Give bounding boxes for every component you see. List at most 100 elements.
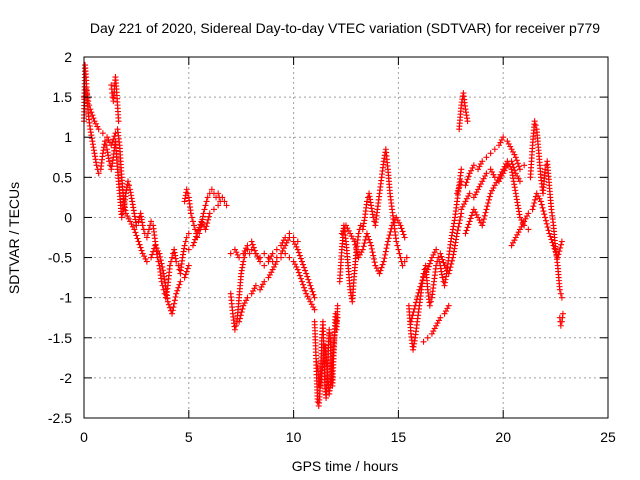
- data-point: [454, 190, 461, 197]
- data-point: [280, 245, 287, 252]
- data-point: [340, 227, 347, 234]
- data-point: [371, 259, 378, 266]
- data-point: [334, 302, 341, 309]
- data-point: [302, 267, 309, 274]
- data-point: [489, 168, 496, 175]
- data-point: [480, 219, 487, 226]
- data-point: [428, 330, 435, 337]
- data-point: [463, 179, 470, 186]
- y-tick-label: 2: [64, 49, 72, 65]
- data-point: [164, 298, 171, 305]
- data-point: [427, 257, 434, 264]
- data-point: [551, 245, 558, 252]
- data-point: [111, 133, 118, 140]
- data-point: [352, 241, 359, 248]
- data-point: [465, 193, 472, 200]
- data-point: [540, 208, 547, 215]
- data-point: [266, 271, 273, 278]
- data-point: [458, 166, 465, 173]
- series-seg1: [81, 62, 192, 301]
- data-point: [447, 264, 454, 271]
- data-point: [206, 210, 213, 217]
- y-axis-label: SDTVAR / TECUs: [6, 182, 22, 294]
- data-point: [150, 248, 157, 255]
- data-point: [546, 230, 553, 237]
- data-point: [403, 254, 410, 261]
- data-point: [535, 193, 542, 200]
- data-point: [208, 186, 215, 193]
- data-point: [175, 284, 182, 291]
- series-seg14: [407, 210, 465, 325]
- data-point: [388, 225, 395, 232]
- data-point: [387, 228, 394, 235]
- data-point: [227, 250, 234, 257]
- data-point: [99, 130, 106, 137]
- data-point: [425, 263, 432, 270]
- data-point: [508, 242, 515, 249]
- y-tick-label: -1.5: [48, 330, 72, 346]
- data-point: [90, 115, 97, 122]
- data-point: [269, 266, 276, 273]
- data-point: [236, 318, 243, 325]
- data-point: [401, 258, 408, 265]
- series-seg13: [405, 166, 465, 353]
- data-point: [157, 257, 164, 264]
- data-point: [424, 266, 431, 273]
- data-point: [201, 206, 208, 213]
- data-point: [174, 287, 181, 294]
- data-point: [363, 230, 370, 237]
- data-point: [461, 201, 468, 208]
- data-point: [476, 183, 483, 190]
- data-point: [192, 226, 199, 233]
- data-point: [514, 172, 521, 179]
- data-point: [530, 203, 537, 210]
- data-point: [332, 322, 339, 329]
- data-point: [412, 302, 419, 309]
- data-point: [394, 217, 401, 224]
- data-point: [232, 322, 239, 329]
- data-point: [278, 254, 285, 261]
- data-point: [504, 138, 511, 145]
- data-point: [381, 255, 388, 262]
- x-axis-label: GPS time / hours: [292, 458, 399, 474]
- data-point: [485, 196, 492, 203]
- data-point: [223, 202, 230, 209]
- data-point: [466, 218, 473, 225]
- data-point: [545, 227, 552, 234]
- data-point: [134, 235, 141, 242]
- data-point: [472, 191, 479, 198]
- data-point: [370, 252, 377, 259]
- data-point: [250, 287, 257, 294]
- data-point: [88, 109, 95, 116]
- data-point: [470, 162, 477, 169]
- data-point: [454, 230, 461, 237]
- data-point: [155, 247, 162, 254]
- data-point: [279, 239, 286, 246]
- data-point: [383, 245, 390, 252]
- x-tick-label: 0: [80, 429, 88, 445]
- data-point: [265, 274, 272, 281]
- data-point: [455, 187, 462, 194]
- data-point: [457, 213, 464, 220]
- data-point: [173, 290, 180, 297]
- data-point: [439, 274, 446, 281]
- data-point: [557, 290, 564, 297]
- data-point: [203, 223, 210, 230]
- data-point: [523, 213, 530, 220]
- data-point: [135, 238, 142, 245]
- data-point: [470, 194, 477, 201]
- data-point: [507, 143, 514, 150]
- data-point: [556, 248, 563, 255]
- data-point: [294, 238, 301, 245]
- data-point: [259, 281, 266, 288]
- data-point: [293, 263, 300, 270]
- data-point: [195, 227, 202, 234]
- data-point: [559, 310, 566, 317]
- data-point: [254, 253, 261, 260]
- data-point: [94, 123, 101, 130]
- data-point: [475, 186, 482, 193]
- data-point: [419, 277, 426, 284]
- data-point: [302, 287, 309, 294]
- data-point: [353, 248, 360, 255]
- data-point: [395, 246, 402, 253]
